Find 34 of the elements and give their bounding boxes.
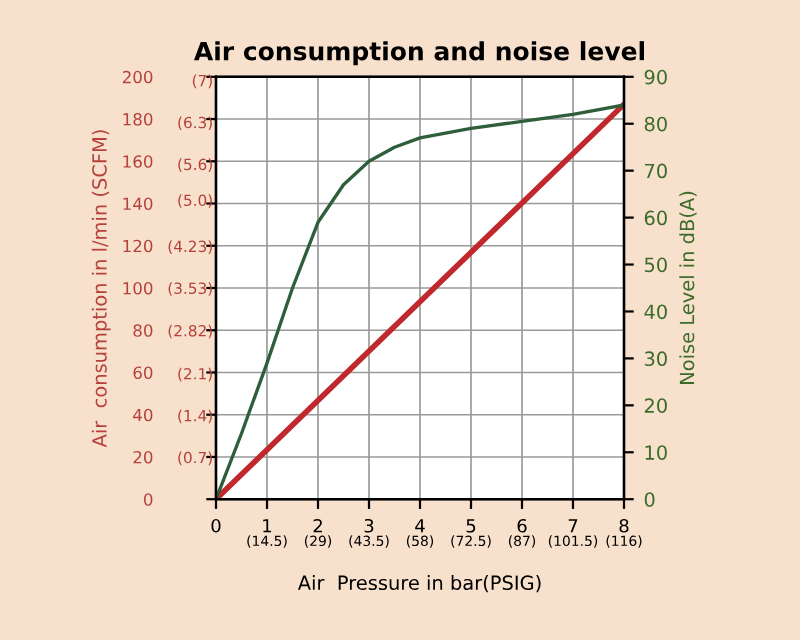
x-tick-label: 4 xyxy=(415,519,425,533)
y-tick-label: 100 xyxy=(123,281,153,295)
x-tick-label: 0 xyxy=(211,518,221,533)
y-tick-label: 60 xyxy=(133,366,153,380)
y-axis-title: Air consumption in l/min (SCFM) xyxy=(91,130,111,448)
y2-tick-label: 50 xyxy=(644,257,667,273)
x-tick-label: 3 xyxy=(364,518,374,533)
chart-title: Air consumption and noise level xyxy=(193,41,645,66)
x-tick-label: 8 xyxy=(619,518,629,533)
y-tick-label: 80 xyxy=(133,324,153,337)
y-tick-label: 180 xyxy=(123,113,153,126)
y2-tick-label: 10 xyxy=(645,445,667,460)
y2-tick-label: 0 xyxy=(644,492,655,507)
y2-tick-label: 20 xyxy=(644,398,667,413)
x-tick-label: 1 xyxy=(263,519,272,533)
y-tick-label: 120 xyxy=(123,239,153,253)
y2-tick-label: 60 xyxy=(644,210,667,226)
y-tick-label: 140 xyxy=(123,197,153,211)
y-tick-label: 20 xyxy=(133,450,153,464)
x-tick-label: 7 xyxy=(568,519,578,533)
y2-tick-label: 80 xyxy=(644,116,667,132)
y-tick-label: 0 xyxy=(143,493,153,506)
y-tick-label: 40 xyxy=(133,408,153,422)
y-tick-label: 200 xyxy=(122,70,153,84)
x-tick-label: 5 xyxy=(466,519,476,533)
y2-tick-label: 90 xyxy=(644,69,667,85)
x-tick-label: 6 xyxy=(517,518,527,533)
y2-tick-label: 70 xyxy=(645,163,667,179)
y2-axis-title: Noise Level in dB(A) xyxy=(679,191,697,384)
x-axis-title: Air Pressure in bar(PSIG) xyxy=(297,575,541,593)
y-tick-label: 160 xyxy=(123,155,153,168)
x-tick-label: 2 xyxy=(313,518,322,533)
y2-tick-label: 40 xyxy=(644,304,667,320)
y2-tick-label: 30 xyxy=(644,351,667,367)
